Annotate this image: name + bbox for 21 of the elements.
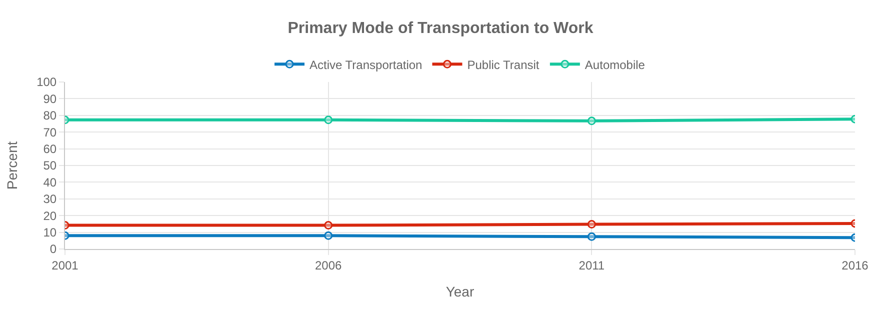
y-tick-label: 10 bbox=[43, 226, 57, 240]
y-tick-label: 0 bbox=[50, 242, 57, 256]
y-tick-label: 40 bbox=[43, 175, 57, 190]
legend-label: Automobile bbox=[584, 58, 646, 72]
chart-title: Primary Mode of Transportation to Work bbox=[288, 20, 594, 37]
y-tick-label: 60 bbox=[43, 142, 57, 156]
x-tick-label: 2016 bbox=[842, 258, 869, 272]
y-tick-label: 20 bbox=[43, 208, 57, 223]
x-tick-label: 2001 bbox=[52, 258, 79, 272]
x-axis-title: Year bbox=[446, 284, 474, 300]
y-tick-label: 100 bbox=[36, 75, 57, 90]
y-tick-label: 30 bbox=[43, 192, 57, 206]
y-tick-label: 80 bbox=[43, 108, 57, 123]
x-tick-label: 2006 bbox=[314, 258, 342, 272]
y-tick-label: 90 bbox=[43, 92, 57, 106]
y-axis-title: Percent bbox=[4, 141, 20, 190]
legend-label: Public Transit bbox=[467, 58, 540, 72]
legend-label: Active Transportation bbox=[310, 58, 422, 72]
y-tick-label: 50 bbox=[43, 158, 57, 173]
y-tick-label: 70 bbox=[43, 125, 57, 140]
x-tick-label: 2011 bbox=[578, 258, 605, 272]
